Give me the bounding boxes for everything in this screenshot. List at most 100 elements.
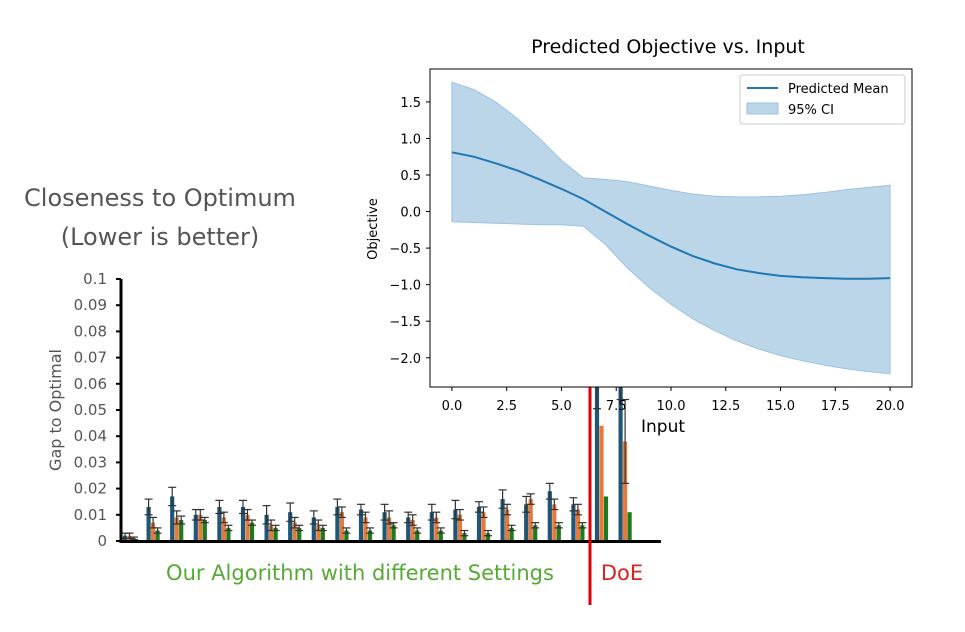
bar-chart-title-line-1: Closeness to Optimum [24, 184, 296, 212]
bar-orange [316, 525, 321, 541]
bar-green [344, 530, 349, 541]
line-chart-title: Predicted Objective vs. Input [531, 36, 805, 58]
bar-green [580, 525, 585, 541]
bar-green [391, 525, 396, 541]
predicted-mean-line [451, 151, 891, 280]
bar-chart-title-line-2: (Lower is better) [61, 223, 260, 251]
bar-green [226, 527, 231, 541]
bar-blue [429, 512, 434, 541]
bar-green [627, 512, 632, 541]
bar-orange [623, 441, 628, 541]
bar-blue [453, 509, 458, 541]
bar-orange [575, 509, 580, 541]
bar-green [202, 520, 207, 541]
bar-chart-y-axis-label: Gap to Optimal [46, 349, 65, 471]
bar-chart: Closeness to Optimum (Lower is better) G… [24, 184, 661, 605]
line-x-tick-label: 20.0 [876, 399, 905, 414]
bar-orange [245, 514, 250, 541]
bar-y-tick-label: 0.01 [74, 506, 107, 524]
bar-green [533, 525, 538, 541]
bar-chart-y-ticks: 0 0.01 0.02 0.03 0.04 0.05 0.06 0.07 0.08 0.09 0.1 [74, 270, 121, 550]
bar-y-tick-label: 0.1 [83, 270, 107, 288]
bar-y-tick-label: 0.09 [74, 296, 107, 314]
bar-y-tick-label: 0.08 [74, 322, 107, 340]
settings-group-label: Our Algorithm with different Settings [166, 561, 554, 585]
line-y-tick-label: −0.5 [389, 242, 421, 257]
bar-orange [599, 425, 604, 541]
bar-orange [292, 522, 297, 541]
line-y-tick-label: 0.5 [400, 169, 421, 184]
bar-chart-bars [122, 335, 632, 541]
line-x-tick-label: 17.5 [821, 399, 850, 414]
bar-orange [363, 517, 368, 541]
line-x-tick-label: 10.0 [657, 399, 686, 414]
line-x-tick-label: 2.5 [496, 399, 517, 414]
line-y-tick-label: 1.5 [400, 96, 421, 111]
bar-green [320, 527, 325, 541]
bar-orange [552, 504, 557, 541]
bar-blue [500, 499, 505, 541]
bar-blue [146, 506, 151, 541]
line-y-tick-label: 1.0 [400, 132, 421, 147]
bar-y-tick-label: 0.03 [74, 453, 107, 471]
bar-blue [288, 512, 293, 541]
bar-orange [457, 514, 462, 541]
line-x-tick-label: 12.5 [711, 399, 740, 414]
bar-green [415, 530, 420, 541]
bar-blue [594, 360, 600, 541]
bar-green [509, 527, 514, 541]
bar-green [603, 496, 609, 541]
line-y-tick-label: 0.0 [400, 206, 421, 221]
bar-green [462, 533, 467, 541]
bar-blue [476, 506, 482, 541]
bar-green [155, 530, 160, 541]
line-chart-legend: Predicted Mean 95% CI [739, 74, 906, 125]
bar-green [179, 520, 184, 541]
line-chart-x-axis-label: Input [641, 417, 685, 437]
bar-blue [335, 506, 340, 541]
bar-blue [524, 504, 529, 541]
bar-orange [198, 514, 203, 541]
bar-orange [151, 522, 156, 541]
legend-ci-label: 95% CI [788, 103, 834, 118]
bar-y-tick-label: 0.06 [74, 375, 107, 393]
legend-mean-label: Predicted Mean [788, 82, 889, 97]
doe-group-label: DoE [601, 561, 643, 585]
bar-green [438, 530, 443, 541]
bar-blue [311, 517, 316, 541]
line-x-tick-label: 5.0 [551, 399, 572, 414]
bar-blue [618, 335, 623, 541]
bar-blue [547, 491, 552, 541]
line-y-tick-label: −2.0 [389, 352, 421, 367]
line-x-tick-label: 7.5 [606, 399, 627, 414]
bar-y-tick-label: 0.05 [74, 401, 107, 419]
bar-green [273, 527, 278, 541]
line-chart-y-axis-label: Objective [366, 198, 381, 260]
line-chart: Predicted Objective vs. Input 0.0 2.5 5.0 7… [366, 36, 913, 437]
line-chart-x-ticks: 0.0 2.5 5.0 7.5 10.0 12.5 15.0 17.5 20.0 [442, 387, 905, 414]
bar-blue [571, 504, 576, 541]
bar-blue [358, 509, 364, 541]
bar-blue [170, 496, 175, 541]
bar-orange [410, 520, 415, 541]
bar-y-tick-label: 0 [97, 532, 107, 550]
bar-orange [481, 512, 486, 541]
line-x-tick-label: 0.0 [442, 399, 463, 414]
bar-green [297, 527, 302, 541]
line-x-tick-label: 15.0 [766, 399, 795, 414]
bar-orange [528, 499, 533, 541]
legend-ci-swatch [746, 102, 779, 115]
bar-chart-error-bars [121, 270, 630, 541]
bar-orange [269, 525, 274, 541]
bar-orange [339, 512, 344, 541]
bar-orange [387, 517, 392, 541]
bar-y-tick-label: 0.02 [74, 480, 107, 498]
legend-frame [739, 74, 906, 125]
bar-orange [221, 517, 226, 541]
bar-orange [174, 517, 179, 541]
bar-y-tick-label: 0.07 [74, 349, 107, 367]
bar-blue [217, 506, 222, 541]
ci-band [451, 81, 891, 375]
bar-orange [434, 517, 439, 541]
